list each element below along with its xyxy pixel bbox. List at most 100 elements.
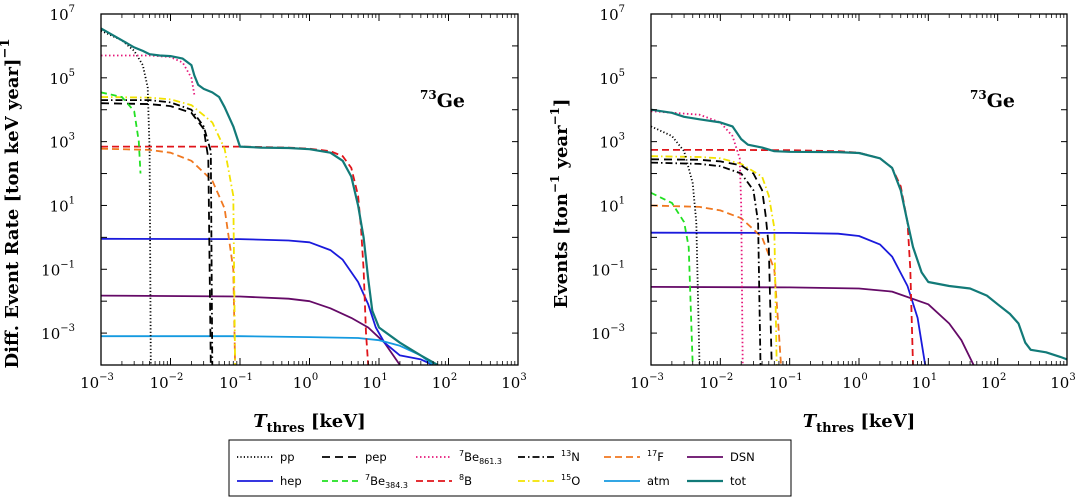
x-tick-exp: −2 — [169, 372, 184, 383]
x-tick-exp: 2 — [451, 372, 457, 383]
x-tick-exp: 0 — [861, 372, 867, 383]
ticks — [100, 13, 519, 366]
isotope-symbol: Ge — [437, 90, 465, 112]
x-tick-base: 10 — [912, 374, 931, 392]
y-tick-label: 101 — [600, 195, 625, 215]
legend-text: B — [464, 474, 472, 488]
y-tick-label: 105 — [600, 68, 625, 88]
legend-label-f17: 17F — [647, 449, 664, 464]
right-chart: 10−3 10−2 10−1 100 101 102 10310−310−110110310… — [548, 4, 1076, 436]
y-tick-exp: 1 — [619, 195, 625, 206]
x-tick-label: 102 — [981, 372, 1006, 392]
legend-iso: 15 — [561, 473, 571, 482]
legend-label-hep: hep — [280, 474, 302, 488]
x-tick-label: 103 — [501, 372, 526, 392]
x-tick-base: 10 — [842, 374, 861, 392]
plot-frame — [100, 13, 519, 366]
series-line-o15 — [101, 96, 236, 365]
series-line-be384 — [101, 91, 142, 174]
y-tick-base: 10 — [50, 197, 69, 215]
y-tick-exp: −1 — [610, 259, 625, 270]
y-tick-base: 10 — [600, 197, 619, 215]
plot-frame — [650, 13, 1068, 366]
x-tick-exp: −1 — [788, 372, 803, 383]
x-tick-base: 10 — [219, 374, 238, 392]
y-tick-base: 10 — [50, 6, 69, 24]
x-label-main: T — [803, 411, 818, 432]
series-line-dsn — [101, 294, 401, 365]
legend-text: atm — [647, 474, 670, 488]
y-tick-base: 10 — [50, 134, 69, 152]
series-line-be384 — [651, 191, 694, 365]
series-group — [101, 27, 439, 365]
x-tick-label: 102 — [432, 372, 457, 392]
isotope-symbol: Ge — [987, 90, 1015, 112]
y-tick-label: 107 — [600, 4, 625, 24]
x-tick-label: 100 — [293, 372, 318, 392]
legend-label-b8: 8B — [459, 473, 472, 488]
y-tick-base: 10 — [41, 325, 60, 343]
series-line-pp — [101, 29, 152, 365]
x-tick-label: 10−2 — [699, 372, 733, 392]
y-axis-label: Events [ton−1 year−1] — [548, 98, 572, 308]
series-line-pep — [101, 102, 212, 365]
isotope-mass: 73 — [420, 88, 437, 102]
x-tick-base: 10 — [981, 374, 1000, 392]
legend-label-tot: tot — [730, 474, 747, 488]
legend-label-o15: 15O — [561, 473, 580, 488]
series-line-b8 — [651, 149, 914, 365]
legend-text: Be — [464, 450, 479, 464]
y-tick-exp: 7 — [619, 4, 625, 15]
x-tick-exp: −3 — [649, 372, 664, 383]
legend-iso: 13 — [561, 449, 571, 458]
series-line-n13 — [651, 161, 762, 365]
x-tick-label: 10−3 — [630, 372, 664, 392]
isotope-mass: 73 — [970, 88, 987, 102]
x-tick-label: 101 — [362, 372, 387, 392]
y-tick-base: 10 — [600, 134, 619, 152]
y-label-sup: −1 — [0, 39, 13, 59]
legend-box — [228, 439, 792, 497]
y-tick-label: 10−1 — [41, 259, 75, 279]
y-tick-exp: 5 — [619, 68, 625, 79]
series-line-be861 — [651, 110, 744, 365]
y-tick-label: 103 — [600, 132, 625, 152]
x-tick-label: 10−2 — [150, 372, 184, 392]
legend-label-be861: 7Be861.3 — [459, 449, 502, 466]
legend-sub: 384.3 — [385, 481, 408, 490]
y-tick-base: 10 — [50, 70, 69, 88]
x-tick-base: 10 — [501, 374, 520, 392]
y-tick-label: 10−3 — [591, 323, 625, 343]
legend-text: hep — [280, 474, 302, 488]
y-label-sup: −1 — [548, 107, 562, 125]
x-label-unit: [keV] — [854, 411, 915, 432]
series-line-tot — [101, 27, 439, 365]
x-tick-base: 10 — [699, 374, 718, 392]
y-tick-label: 10−1 — [591, 259, 625, 279]
y-tick-label: 105 — [50, 68, 75, 88]
y-tick-exp: 1 — [69, 195, 75, 206]
isotope-annotation: 73Ge — [420, 88, 465, 112]
y-tick-label: 101 — [50, 195, 75, 215]
series-line-hep — [101, 237, 434, 365]
y-label-end: ] — [551, 98, 572, 107]
x-tick-base: 10 — [293, 374, 312, 392]
legend-label-atm: atm — [647, 474, 670, 488]
y-tick-base: 10 — [41, 261, 60, 279]
x-tick-base: 10 — [630, 374, 649, 392]
series-line-be861 — [101, 54, 196, 95]
series-line-pep — [651, 158, 773, 365]
y-tick-label: 107 — [50, 4, 75, 24]
y-label-sup: −1 — [548, 175, 562, 193]
legend-text: O — [571, 474, 580, 488]
legend-text: Be — [370, 474, 385, 488]
series-group — [651, 108, 1067, 365]
left-chart: 10−3 10−2 10−1 100 101 102 10310−310−110110310… — [0, 4, 527, 436]
y-tick-exp: −3 — [610, 323, 625, 334]
y-tick-base: 10 — [600, 70, 619, 88]
x-label-sub: thres — [816, 421, 854, 436]
x-tick-exp: −3 — [99, 372, 114, 383]
x-tick-label: 100 — [842, 372, 867, 392]
legend-sub: 861.3 — [479, 457, 502, 466]
series-line-f17 — [651, 204, 782, 365]
